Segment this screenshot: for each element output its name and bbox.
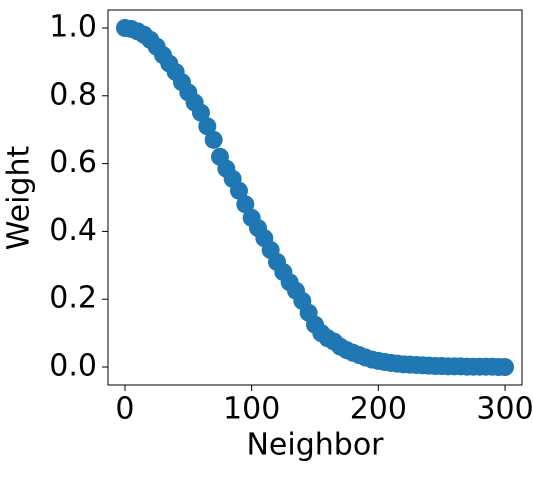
y-tick-label: 1.0 [49,9,97,44]
point [198,117,217,136]
point [204,130,223,149]
y-tick-label: 0.8 [49,77,97,112]
y-axis-label: Weight [2,146,37,251]
point [229,181,248,200]
y-tick-label: 0.2 [49,281,97,316]
x-tick-label: 0 [115,392,134,427]
point [496,358,515,377]
y-tick-label: 0.4 [49,213,97,248]
y-tick-label: 0.0 [49,349,97,384]
x-tick-label: 100 [223,392,280,427]
plot-frame [107,9,523,386]
point [236,195,255,214]
point [191,103,210,122]
y-tick-label: 0.6 [49,145,97,180]
x-tick-label: 200 [350,392,407,427]
x-axis-label: Neighbor [246,428,384,463]
x-tick-label: 300 [476,392,533,427]
